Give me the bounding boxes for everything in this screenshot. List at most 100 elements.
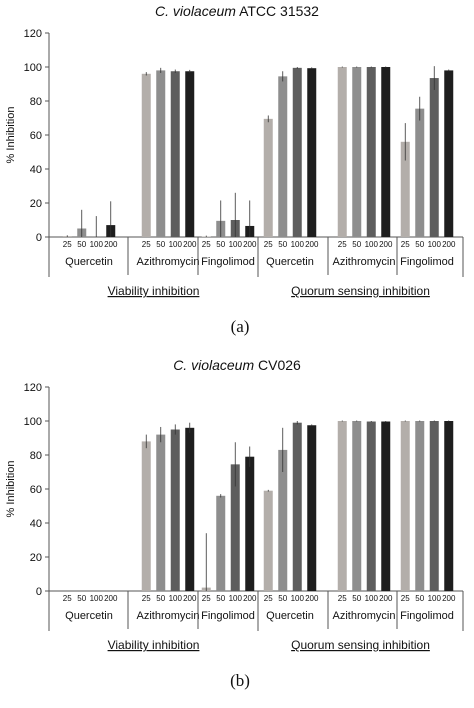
dose-label: 50 xyxy=(415,594,424,603)
category-label: Quercetin xyxy=(65,610,113,622)
category-label: Fingolimod xyxy=(400,610,454,622)
bar-fingolimod-50 xyxy=(415,108,425,238)
bar-azithromycin-100 xyxy=(366,421,376,591)
chart-title-strain: ATCC 31532 xyxy=(236,3,319,19)
dose-label: 25 xyxy=(338,240,347,249)
dose-label: 50 xyxy=(278,594,287,603)
dose-label: 100 xyxy=(169,240,183,249)
y-tick-label: 100 xyxy=(24,416,42,428)
dose-label: 50 xyxy=(77,594,86,603)
dose-label: 25 xyxy=(338,594,347,603)
y-tick-label: 100 xyxy=(24,62,42,74)
bar-fingolimod-100 xyxy=(429,78,439,237)
chart-panel-b: C. violaceum CV026 % Inhibition 0 20 40 60 80 1… xyxy=(5,357,464,690)
category-label: Fingolimod xyxy=(400,256,454,268)
dose-label: 25 xyxy=(401,240,410,249)
y-tick-label: 60 xyxy=(30,130,42,142)
y-axis-label: % Inhibition xyxy=(5,107,17,164)
dose-label: 50 xyxy=(278,240,287,249)
bar-quercetin-50 xyxy=(278,449,288,591)
dose-label: 200 xyxy=(379,594,393,603)
y-tick-label: 40 xyxy=(30,164,42,176)
bar-azithromycin-200 xyxy=(185,427,195,591)
bar-fingolimod-200 xyxy=(245,456,255,591)
bar-quercetin-200 xyxy=(307,68,317,237)
bar-azithromycin-25 xyxy=(337,421,347,591)
y-tick-label: 120 xyxy=(24,28,42,40)
y-tick-label: 20 xyxy=(30,552,42,564)
dose-label: 50 xyxy=(156,594,165,603)
dose-label: 100 xyxy=(291,594,305,603)
dose-label: 100 xyxy=(428,240,442,249)
bar-quercetin-25 xyxy=(263,118,273,237)
dose-label: 200 xyxy=(183,240,197,249)
dose-label: 200 xyxy=(104,240,118,249)
bar-azithromycin-50 xyxy=(352,421,362,591)
group-label: Quorum sensing inhibition xyxy=(291,638,430,652)
dose-label: 100 xyxy=(428,594,442,603)
dose-label: 100 xyxy=(229,594,243,603)
bar-fingolimod-200 xyxy=(444,70,454,238)
dose-label: 100 xyxy=(291,240,305,249)
bar-azithromycin-200 xyxy=(381,421,391,591)
bar-fingolimod-50 xyxy=(415,421,425,591)
dose-label: 25 xyxy=(264,240,273,249)
dose-label: 50 xyxy=(352,240,361,249)
bar-fingolimod-100 xyxy=(429,421,439,591)
bar-quercetin-50 xyxy=(278,76,288,237)
dose-label: 25 xyxy=(63,594,72,603)
dose-label: 50 xyxy=(77,240,86,249)
group-label: Quorum sensing inhibition xyxy=(291,284,430,298)
dose-label: 200 xyxy=(305,594,319,603)
bar-azithromycin-100 xyxy=(366,67,376,237)
dose-label: 25 xyxy=(63,240,72,249)
dose-label: 200 xyxy=(243,240,257,249)
dose-label: 100 xyxy=(169,594,183,603)
dose-label: 50 xyxy=(352,594,361,603)
bar-azithromycin-200 xyxy=(381,67,391,237)
bar-fingolimod-50 xyxy=(216,495,226,591)
bar-azithromycin-25 xyxy=(141,73,151,237)
dose-label: 100 xyxy=(365,240,379,249)
dose-label: 200 xyxy=(243,594,257,603)
dose-label: 100 xyxy=(90,594,104,603)
y-tick-label: 0 xyxy=(36,232,42,244)
dose-label: 50 xyxy=(415,240,424,249)
dose-label: 25 xyxy=(264,594,273,603)
y-tick-label: 120 xyxy=(24,382,42,394)
bar-quercetin-200 xyxy=(307,425,317,591)
bar-azithromycin-50 xyxy=(156,70,166,238)
category-label: Quercetin xyxy=(65,256,113,268)
dose-label: 25 xyxy=(142,240,151,249)
dose-label: 200 xyxy=(442,240,456,249)
group-label: Viability inhibition xyxy=(108,284,200,298)
dose-label: 25 xyxy=(202,594,211,603)
bar-fingolimod-25 xyxy=(400,421,410,591)
category-label: Fingolimod xyxy=(201,610,255,622)
bar-azithromycin-25 xyxy=(141,441,151,591)
dose-label: 200 xyxy=(104,594,118,603)
chart-title: C. violaceum ATCC 31532 xyxy=(155,3,319,19)
y-tick-label: 40 xyxy=(30,518,42,530)
dose-label: 25 xyxy=(202,240,211,249)
panel-label: (b) xyxy=(230,671,250,690)
bar-fingolimod-200 xyxy=(444,421,454,591)
dose-label: 200 xyxy=(305,240,319,249)
chart-title-strain: CV026 xyxy=(254,357,301,373)
category-label: Azithromycin xyxy=(137,610,200,622)
dose-label: 100 xyxy=(365,594,379,603)
panel-label: (a) xyxy=(231,317,250,336)
bar-quercetin-100 xyxy=(292,67,302,237)
bar-quercetin-100 xyxy=(292,422,302,591)
y-tick-label: 60 xyxy=(30,484,42,496)
y-tick-label: 20 xyxy=(30,198,42,210)
bar-azithromycin-200 xyxy=(185,71,195,237)
bar-azithromycin-100 xyxy=(170,71,180,237)
y-tick-label: 0 xyxy=(36,586,42,598)
dose-label: 50 xyxy=(156,240,165,249)
chart-title-species: C. violaceum xyxy=(173,357,254,373)
dose-label: 25 xyxy=(142,594,151,603)
dose-label: 50 xyxy=(216,240,225,249)
bar-fingolimod-25 xyxy=(400,141,410,237)
